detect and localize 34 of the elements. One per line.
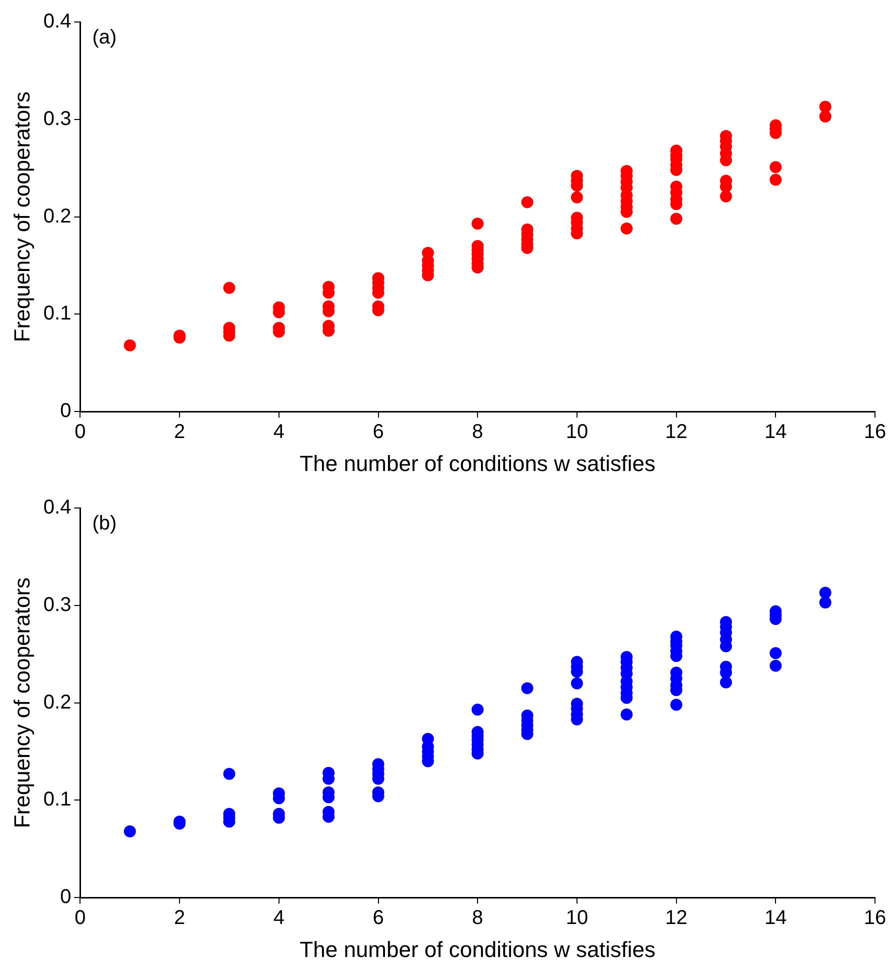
x-tick-label: 8: [472, 907, 484, 930]
y-tick-label: 0.2: [43, 691, 72, 714]
x-tick-label: 0: [74, 907, 86, 930]
x-tick-label: 14: [764, 421, 787, 444]
y-tick-label: 0.1: [43, 788, 72, 811]
x-tick-label: 6: [372, 907, 384, 930]
x-axis-title: The number of conditions w satisfies: [300, 936, 656, 962]
x-tick-label: 6: [372, 421, 384, 444]
x-tick-label: 10: [566, 907, 588, 930]
x-tick-label: 16: [864, 907, 886, 930]
x-tick-label: 16: [864, 421, 886, 444]
x-tick-label: 8: [472, 421, 484, 444]
y-tick-label: 0.2: [43, 205, 72, 228]
x-tick-label: 4: [273, 421, 284, 444]
x-tick-label: 10: [566, 421, 588, 444]
y-axis-title: Frequency of cooperators: [9, 91, 34, 342]
x-tick-label: 0: [74, 421, 86, 444]
annotation: (b): [92, 512, 117, 535]
y-tick-label: 0.3: [43, 594, 72, 616]
y-tick-label: 0.3: [43, 108, 72, 130]
y-tick-label: 0.4: [43, 10, 72, 33]
y-axis-title: Frequency of cooperators: [9, 577, 34, 828]
y-tick-label: 0.4: [43, 496, 72, 519]
x-tick-label: 2: [174, 421, 186, 444]
annotation: (a): [92, 26, 117, 49]
y-tick-label: 0.1: [43, 302, 72, 325]
x-tick-label: 14: [764, 907, 787, 930]
y-tick-label: 0: [60, 886, 72, 908]
x-tick-label: 12: [665, 907, 688, 930]
x-tick-label: 12: [665, 421, 688, 444]
x-tick-label: 2: [174, 907, 186, 930]
x-axis-title: The number of conditions w satisfies: [300, 450, 656, 476]
x-tick-label: 4: [273, 907, 284, 930]
y-tick-label: 0: [60, 400, 72, 422]
